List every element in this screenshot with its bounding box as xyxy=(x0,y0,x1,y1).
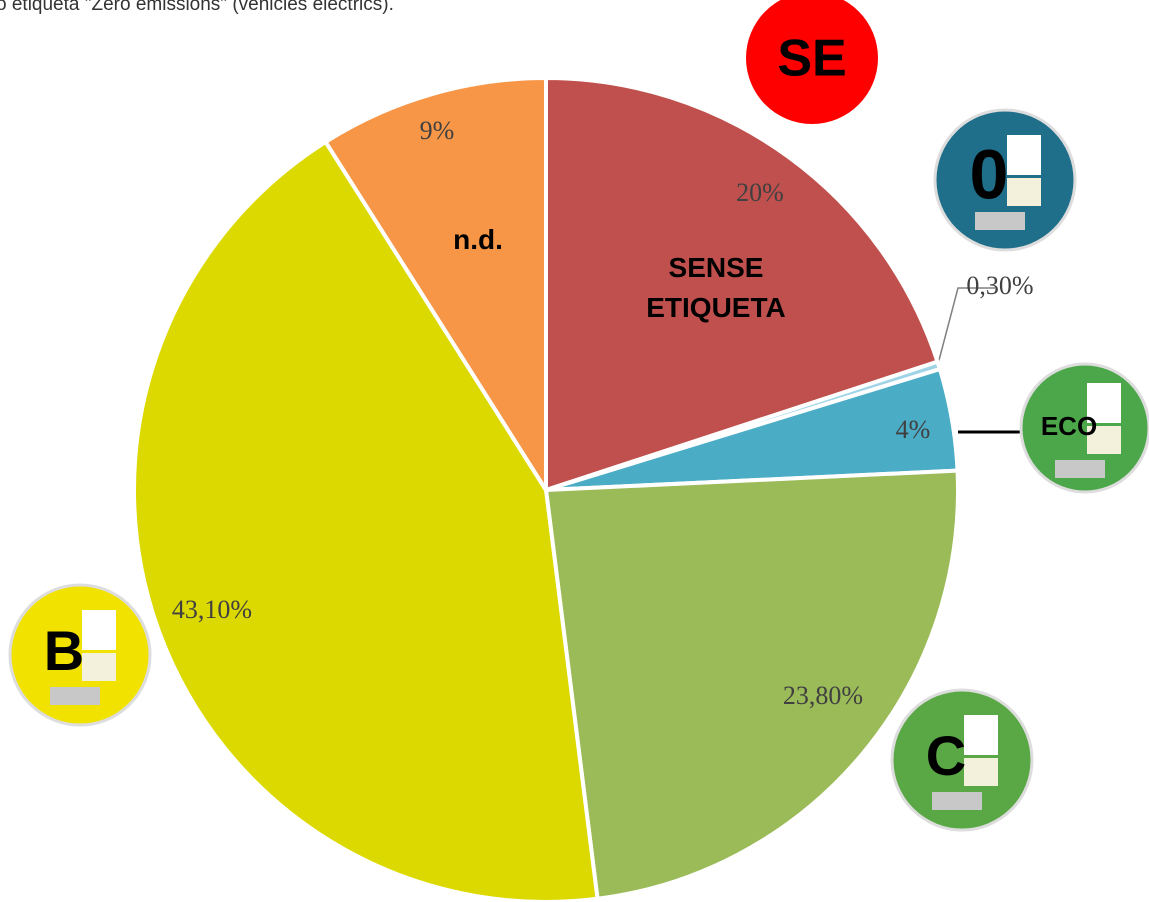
badge: SE xyxy=(746,0,878,124)
badge-dgt xyxy=(50,687,100,705)
pie-slice xyxy=(322,75,548,497)
badge-panel xyxy=(1007,178,1041,206)
value-label: 9% xyxy=(420,116,455,145)
pie-slice xyxy=(543,468,960,901)
badge: B xyxy=(8,583,152,727)
category-label: SENSE ETIQUETA xyxy=(646,252,786,323)
badge-label: ECO xyxy=(1041,411,1097,441)
badge-dgt xyxy=(1055,460,1105,478)
badge-panel xyxy=(1087,383,1121,423)
value-label: 0,30% xyxy=(966,271,1033,300)
badge-panel xyxy=(1087,426,1121,454)
badge-dgt xyxy=(975,212,1025,230)
badge-label: C xyxy=(926,724,966,787)
value-label: 4% xyxy=(896,415,931,444)
caption: o etiqueta "Zero emissions" (vehicles el… xyxy=(0,0,394,15)
badge: ECO xyxy=(1019,362,1149,494)
badge-panel xyxy=(82,610,116,650)
badge-panel xyxy=(1007,135,1041,175)
badge-label: B xyxy=(44,619,84,682)
leader-line xyxy=(937,287,995,365)
value-label: 23,80% xyxy=(783,681,863,710)
value-label: 20% xyxy=(736,178,784,207)
category-label: n.d. xyxy=(453,224,503,255)
value-label: 43,10% xyxy=(172,595,252,624)
pie-slice xyxy=(544,75,941,493)
pie-slice xyxy=(132,139,600,902)
badge-panel xyxy=(82,653,116,681)
badge-dgt xyxy=(932,792,982,810)
badge-circle xyxy=(746,0,878,124)
badge: 0 xyxy=(933,108,1077,252)
badge-panel xyxy=(964,758,998,786)
badge-label: SE xyxy=(777,30,846,88)
badge-label: 0 xyxy=(970,135,1009,213)
badge: C xyxy=(890,688,1034,832)
badge-panel xyxy=(964,715,998,755)
